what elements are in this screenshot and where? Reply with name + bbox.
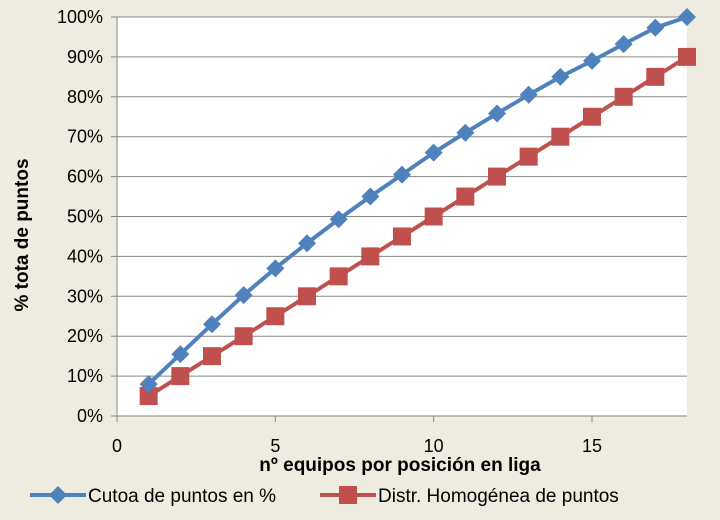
data-point bbox=[393, 165, 411, 184]
data-point bbox=[298, 287, 316, 306]
data-point bbox=[234, 327, 253, 346]
data-point bbox=[203, 347, 221, 366]
data-point bbox=[139, 387, 158, 406]
data-point bbox=[614, 35, 633, 54]
legend-marker bbox=[49, 486, 67, 504]
axes: 0% 10% 20% 30% 40% 50% 60% 70% 80% 90% 100% 0 5 10 15 bbox=[57, 7, 687, 456]
data-point bbox=[488, 167, 506, 186]
legend-marker bbox=[339, 486, 357, 504]
data-point bbox=[614, 87, 633, 106]
data-point bbox=[424, 143, 443, 162]
y-tick-label: 80% bbox=[67, 87, 103, 107]
data-point bbox=[203, 315, 221, 334]
legend: Cutoa de puntos en % Distr. Homogénea de … bbox=[30, 486, 619, 507]
x-tick-label: 0 bbox=[112, 436, 122, 456]
y-axis-label: % tota de puntos bbox=[12, 158, 33, 311]
data-point bbox=[519, 85, 538, 104]
y-tick-label: 90% bbox=[67, 47, 103, 67]
x-axis-label: nº equipos por posición en liga bbox=[259, 455, 541, 476]
y-tick-label: 70% bbox=[67, 127, 103, 147]
data-point bbox=[393, 227, 411, 246]
data-point bbox=[329, 267, 348, 286]
data-point bbox=[456, 123, 475, 142]
y-tick-label: 0% bbox=[77, 406, 103, 426]
series-group bbox=[139, 8, 696, 394]
y-tick-label: 20% bbox=[67, 326, 103, 346]
data-point bbox=[329, 210, 348, 229]
data-point bbox=[298, 234, 316, 253]
series-group bbox=[139, 47, 696, 406]
data-point bbox=[678, 47, 696, 66]
data-point bbox=[424, 207, 443, 226]
data-point bbox=[266, 259, 285, 278]
x-tick-label: 15 bbox=[582, 436, 602, 456]
y-tick-label: 10% bbox=[67, 366, 103, 386]
data-point bbox=[678, 8, 696, 26]
data-point bbox=[361, 247, 380, 266]
data-point bbox=[583, 51, 601, 70]
data-point bbox=[583, 107, 601, 126]
data-point bbox=[139, 375, 158, 394]
legend-item: Cutoa de puntos en % bbox=[30, 486, 276, 507]
data-point bbox=[488, 104, 506, 123]
y-tick-label: 50% bbox=[67, 207, 103, 227]
data-point bbox=[361, 187, 380, 206]
data-point bbox=[551, 127, 570, 146]
y-tick-label: 100% bbox=[57, 7, 103, 27]
x-tick-label: 10 bbox=[424, 436, 444, 456]
data-point bbox=[234, 286, 253, 305]
series-layer bbox=[139, 8, 696, 406]
data-point bbox=[266, 307, 285, 326]
legend-item: Distr. Homogénea de puntos bbox=[320, 486, 619, 507]
y-tick-label: 60% bbox=[67, 167, 103, 187]
y-tick-label: 30% bbox=[67, 286, 103, 306]
data-point bbox=[646, 67, 665, 86]
data-point bbox=[456, 187, 475, 206]
legend-label: Cutoa de puntos en % bbox=[88, 486, 276, 507]
data-point bbox=[551, 67, 570, 86]
x-tick-label: 5 bbox=[270, 436, 280, 456]
data-point bbox=[519, 147, 538, 166]
legend-label: Distr. Homogénea de puntos bbox=[378, 486, 619, 507]
y-tick-label: 40% bbox=[67, 246, 103, 266]
data-point bbox=[171, 345, 190, 364]
data-point bbox=[646, 18, 665, 37]
data-point bbox=[171, 367, 190, 386]
